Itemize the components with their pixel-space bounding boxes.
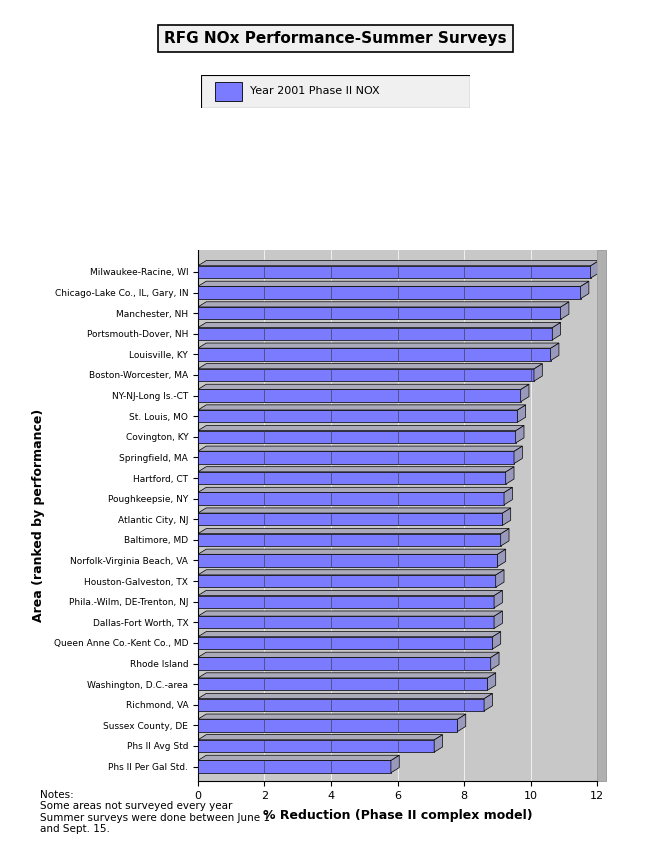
Polygon shape [506,467,514,484]
Polygon shape [198,446,522,451]
Polygon shape [551,343,559,361]
Polygon shape [503,508,511,526]
Text: Year 2001 Phase II NOX: Year 2001 Phase II NOX [250,86,379,97]
FancyBboxPatch shape [215,82,242,101]
Polygon shape [534,363,542,381]
Polygon shape [198,652,499,658]
Polygon shape [552,323,560,340]
Polygon shape [560,302,569,319]
Polygon shape [434,734,442,753]
Polygon shape [590,261,599,278]
Polygon shape [497,549,506,567]
Polygon shape [198,405,525,410]
Bar [198,431,516,443]
Bar [198,698,484,711]
Bar [198,369,534,381]
FancyBboxPatch shape [201,75,470,108]
Bar [198,472,506,484]
X-axis label: % Reduction (Phase II complex model): % Reduction (Phase II complex model) [263,809,532,822]
Bar [198,595,494,608]
Bar [198,328,552,340]
Bar [198,451,514,463]
Bar [198,348,551,361]
Polygon shape [198,425,524,431]
Polygon shape [198,693,493,698]
Bar [198,307,560,319]
Bar [198,658,491,670]
Polygon shape [198,281,589,287]
Polygon shape [516,425,524,443]
Polygon shape [198,302,569,307]
Polygon shape [491,652,499,670]
Polygon shape [198,714,466,719]
Bar [198,533,501,546]
Bar [198,554,497,567]
Polygon shape [494,611,503,628]
Polygon shape [493,632,501,649]
Polygon shape [198,261,599,266]
Polygon shape [198,755,399,760]
Bar [198,740,434,753]
Polygon shape [198,632,501,637]
Polygon shape [496,570,504,587]
Polygon shape [198,363,542,369]
Polygon shape [501,528,509,546]
Polygon shape [198,590,503,595]
Polygon shape [198,508,511,513]
Bar [198,637,493,649]
Polygon shape [487,673,496,690]
Polygon shape [580,281,589,299]
Polygon shape [391,755,399,772]
Polygon shape [198,611,503,616]
Polygon shape [198,488,513,493]
Polygon shape [198,323,560,328]
Bar [198,616,494,628]
Text: Notes:
Some areas not surveyed every year
Summer surveys were done between June : Notes: Some areas not surveyed every yea… [40,790,270,835]
Polygon shape [198,467,514,472]
Y-axis label: Area (ranked by performance): Area (ranked by performance) [32,409,46,622]
Polygon shape [504,488,513,505]
Polygon shape [198,673,496,678]
Polygon shape [198,384,529,389]
Polygon shape [517,405,525,422]
Bar [198,575,496,587]
Bar [198,760,391,772]
Bar [198,287,580,299]
Bar [198,493,504,505]
Polygon shape [484,693,493,711]
Bar [597,250,605,781]
Polygon shape [458,714,466,732]
Polygon shape [198,549,506,554]
Polygon shape [494,590,503,608]
Bar [198,410,517,422]
Polygon shape [198,734,442,740]
Bar [198,389,521,402]
Polygon shape [521,384,529,402]
Polygon shape [514,446,522,463]
Bar [198,678,487,690]
Bar [198,513,503,526]
Polygon shape [198,528,509,533]
Bar [198,266,590,278]
Polygon shape [198,570,504,575]
Bar [198,719,458,732]
Text: RFG NOx Performance-Summer Surveys: RFG NOx Performance-Summer Surveys [164,31,507,47]
Polygon shape [198,343,559,348]
